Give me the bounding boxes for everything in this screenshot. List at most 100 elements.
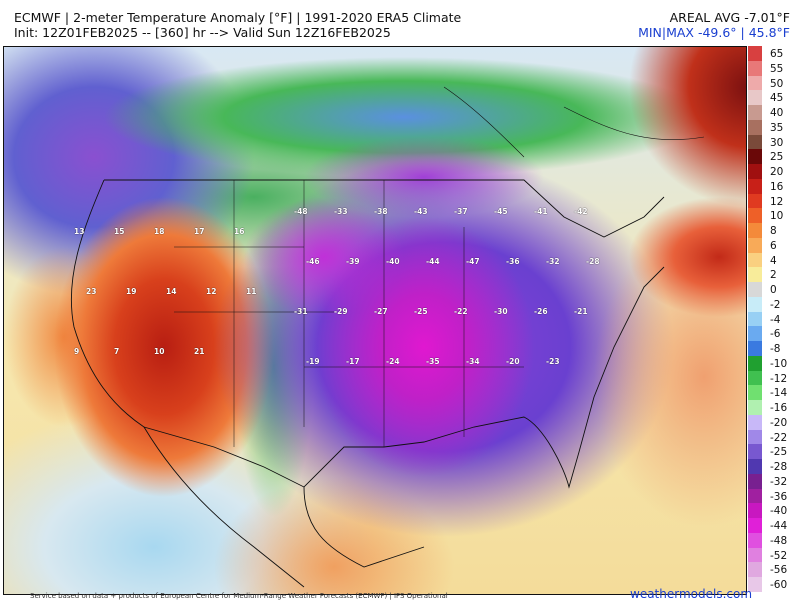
colorbar-swatch — [748, 355, 762, 371]
colorbar-label: 35 — [770, 121, 784, 134]
station-value: 9 — [74, 347, 80, 356]
colorbar-swatch — [748, 562, 762, 577]
colorbar-label: -2 — [770, 298, 781, 311]
colorbar-label: -22 — [770, 431, 788, 444]
areal-average: AREAL AVG -7.01°F — [669, 10, 790, 25]
colorbar-swatch — [748, 164, 762, 179]
station-value: 23 — [86, 287, 97, 296]
data-credit: Service based on data + products of Euro… — [30, 592, 448, 600]
colorbar-swatch — [748, 488, 762, 504]
station-value: -42 — [574, 207, 588, 216]
colorbar-swatch — [748, 237, 762, 253]
colorbar-swatch — [748, 75, 762, 91]
station-value: -45 — [494, 207, 508, 216]
map-title: ECMWF | 2-meter Temperature Anomaly [°F]… — [14, 10, 462, 25]
colorbar-label: 0 — [770, 284, 777, 297]
colorbar-label: -16 — [770, 402, 788, 415]
colorbar-swatch — [748, 208, 762, 223]
station-value: -40 — [386, 257, 400, 266]
colorbar-swatch — [748, 134, 762, 150]
colorbar-label: -25 — [770, 446, 788, 459]
colorbar-label: 8 — [770, 225, 777, 238]
station-value: 19 — [126, 287, 137, 296]
station-value: -17 — [346, 357, 360, 366]
colorbar-label: 6 — [770, 239, 777, 252]
station-value: -34 — [466, 357, 480, 366]
station-value: 15 — [114, 227, 125, 236]
colorbar-label: -20 — [770, 416, 788, 429]
colorbar-label: 20 — [770, 166, 784, 179]
station-value: -36 — [506, 257, 520, 266]
colorbar-swatch — [748, 60, 762, 76]
station-value: -19 — [306, 357, 320, 366]
colorbar-swatch — [748, 400, 762, 415]
colorbar-label: -40 — [770, 505, 788, 518]
colorbar-swatch — [748, 370, 762, 386]
colorbar-swatch — [748, 90, 762, 105]
init-valid-time: Init: 12Z01FEB2025 -- [360] hr --> Valid… — [14, 25, 391, 40]
colorbar — [748, 46, 762, 592]
station-value: -24 — [386, 357, 400, 366]
colorbar-swatch — [748, 311, 762, 327]
colorbar-label: -44 — [770, 520, 788, 533]
colorbar-swatch — [748, 532, 762, 548]
station-value: -22 — [454, 307, 468, 316]
colorbar-label: -12 — [770, 372, 788, 385]
colorbar-label: 50 — [770, 77, 784, 90]
colorbar-label: 2 — [770, 269, 777, 282]
political-boundaries — [70, 86, 705, 588]
colorbar-label: 30 — [770, 136, 784, 149]
colorbar-swatch — [748, 178, 762, 194]
colorbar-label: -14 — [770, 387, 788, 400]
station-value: 11 — [246, 287, 257, 296]
colorbar-label: 65 — [770, 48, 784, 60]
colorbar-label: -4 — [770, 313, 781, 326]
station-value: -38 — [374, 207, 388, 216]
us-outline — [70, 179, 665, 489]
colorbar-swatch — [748, 105, 762, 120]
colorbar-swatch — [748, 46, 762, 61]
brand-link[interactable]: weathermodels.com — [630, 587, 753, 601]
station-value: -31 — [294, 307, 308, 316]
colorbar-label: -52 — [770, 549, 788, 562]
colorbar-swatch — [748, 267, 762, 282]
station-value: -33 — [334, 207, 348, 216]
colorbar-label: 25 — [770, 151, 784, 164]
colorbar-swatch — [748, 326, 762, 341]
station-value: 17 — [194, 227, 205, 236]
station-value: -35 — [426, 357, 440, 366]
station-value: -37 — [454, 207, 468, 216]
station-value: 13 — [74, 227, 85, 236]
station-value: 7 — [114, 347, 120, 356]
colorbar-swatch — [748, 296, 762, 312]
colorbar-swatch — [748, 252, 762, 268]
colorbar-label: -8 — [770, 343, 781, 356]
station-value: 10 — [154, 347, 165, 356]
colorbar-label: 55 — [770, 62, 784, 75]
state-lines — [174, 180, 524, 447]
colorbar-label: -48 — [770, 534, 788, 547]
station-value: -44 — [426, 257, 440, 266]
station-value: -43 — [414, 207, 428, 216]
station-value: -39 — [346, 257, 360, 266]
station-value: -26 — [534, 307, 548, 316]
colorbar-swatch — [748, 459, 762, 474]
station-value: -20 — [506, 357, 520, 366]
colorbar-swatch — [748, 193, 762, 209]
colorbar-label: -32 — [770, 475, 788, 488]
colorbar-swatch — [748, 444, 762, 459]
station-value: -28 — [586, 257, 600, 266]
colorbar-label: -10 — [770, 357, 788, 370]
colorbar-label: 40 — [770, 107, 784, 120]
temperature-anomaly-map: -48 -33 -38 -43 -37 -45 -41 -42 -46 -39 -40 -44 -47 -… — [3, 46, 747, 595]
station-value: 21 — [194, 347, 205, 356]
station-value: -48 — [294, 207, 308, 216]
station-value: -41 — [534, 207, 548, 216]
station-value: -32 — [546, 257, 560, 266]
colorbar-label: -6 — [770, 328, 781, 341]
station-value: -25 — [414, 307, 428, 316]
station-value: -46 — [306, 257, 320, 266]
colorbar-label: -28 — [770, 461, 788, 474]
station-value: 18 — [154, 227, 165, 236]
station-value: -27 — [374, 307, 388, 316]
